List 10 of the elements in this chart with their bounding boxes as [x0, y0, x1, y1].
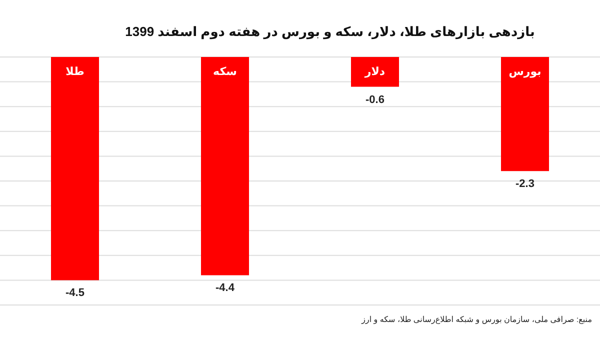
x-tick-label: دلار — [364, 66, 386, 78]
data-label: -2.3 — [516, 178, 534, 190]
x-tick-label: سکه — [213, 66, 237, 78]
data-label: -0.6 — [366, 94, 384, 106]
data-label: -4.4 — [216, 282, 236, 294]
text: منبع: صرافی ملی، سازمان بورس و شبکه اطلاع‌رسانی طلا، سکه و ارز — [360, 315, 592, 324]
chart-title: بازدهی بازارهای طلا، دلار، سکه و بورس در هفته دوم اسفند 1399 — [125, 24, 535, 40]
data-label: -4.5 — [66, 287, 84, 300]
x-tick-label: بورس — [508, 66, 542, 78]
x-tick-label: طلا — [66, 66, 84, 78]
